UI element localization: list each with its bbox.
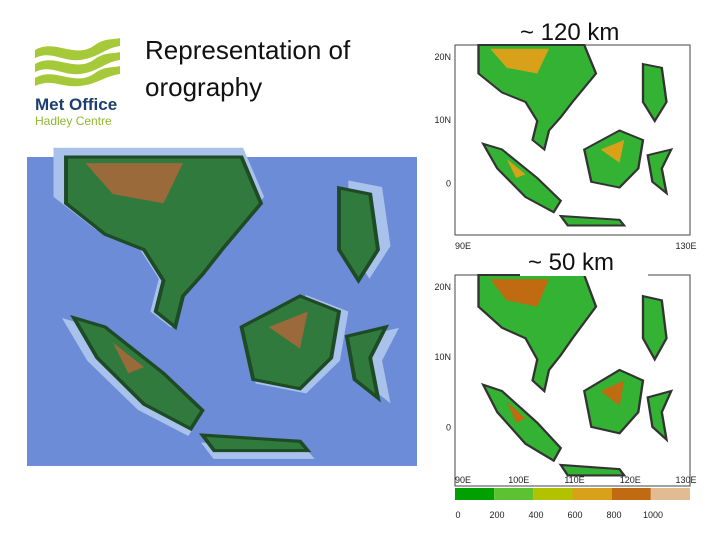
- legend-label: 400: [528, 510, 543, 520]
- lon-label: 110E: [564, 475, 584, 485]
- legend-label: 600: [567, 510, 582, 520]
- map-label: ~ 50 km: [528, 249, 614, 276]
- legend-label: 1000: [643, 510, 663, 520]
- legend-label: 200: [489, 510, 504, 520]
- lon-label: 100E: [508, 475, 529, 485]
- lat-label: 10N: [434, 115, 451, 125]
- lat-label: 20N: [434, 282, 451, 292]
- logo-line1: Met Office: [35, 95, 117, 114]
- map-50km: [454, 273, 691, 487]
- lon-label: 120E: [620, 475, 641, 485]
- legend-swatch: [611, 488, 651, 500]
- logo: Met Office Hadley Centre: [35, 38, 120, 128]
- label-background: [520, 246, 648, 276]
- legend-swatch: [650, 488, 690, 500]
- lat-label: 0: [446, 178, 451, 188]
- legend-swatch: [533, 488, 573, 500]
- orography-map: [27, 147, 417, 466]
- lat-label: 20N: [434, 52, 451, 62]
- lon-label: 90E: [455, 241, 471, 251]
- legend-label: 800: [606, 510, 621, 520]
- logo-line2: Hadley Centre: [35, 114, 112, 128]
- legend-swatch: [455, 488, 495, 500]
- lon-label: 130E: [675, 475, 696, 485]
- lon-label: 130E: [675, 241, 696, 251]
- map-120km: [454, 43, 691, 236]
- slide-title: Representation of orography: [145, 35, 351, 102]
- lon-label: 90E: [455, 475, 471, 485]
- dynamic-labels: ~ 120 km 20N 10N 0 90E 130E ~ 50 km 20N 10N 0 90E 1…: [434, 19, 696, 520]
- lat-label: 0: [446, 422, 451, 432]
- map-label: ~ 120 km: [520, 19, 619, 46]
- legend-label: 0: [455, 510, 460, 520]
- lat-label: 10N: [434, 352, 451, 362]
- legend-swatch: [572, 488, 612, 500]
- legend-swatch: [494, 488, 534, 500]
